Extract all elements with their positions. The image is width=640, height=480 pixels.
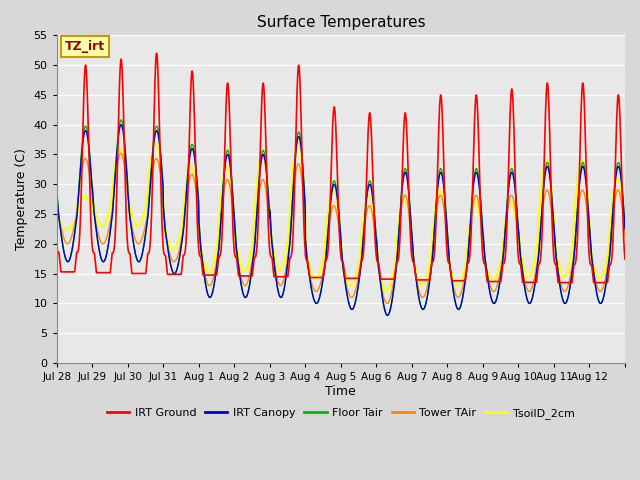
X-axis label: Time: Time (326, 385, 356, 398)
Y-axis label: Temperature (C): Temperature (C) (15, 148, 28, 250)
Text: TZ_irt: TZ_irt (65, 40, 106, 53)
Title: Surface Temperatures: Surface Temperatures (257, 15, 425, 30)
Legend: IRT Ground, IRT Canopy, Floor Tair, Tower TAir, TsoilD_2cm: IRT Ground, IRT Canopy, Floor Tair, Towe… (102, 403, 579, 423)
